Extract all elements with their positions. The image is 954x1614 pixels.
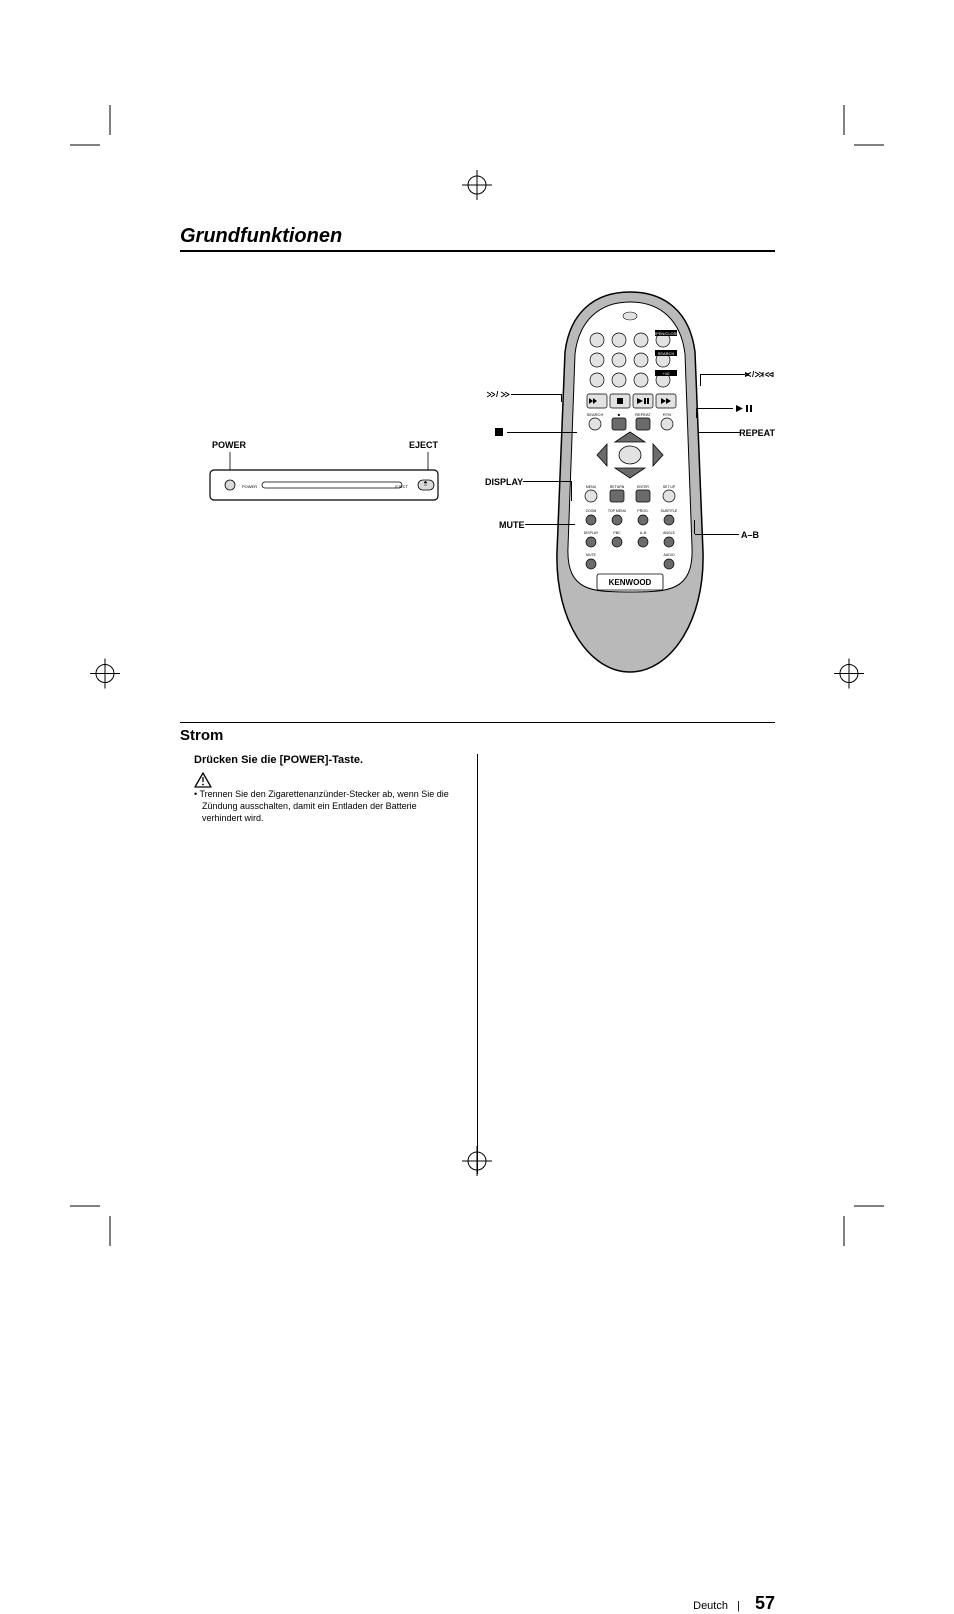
diagrams-row: POWER EJECT POWER EJECT xyxy=(180,282,775,682)
remote-tiny-rtn: RTN xyxy=(663,412,671,417)
crop-mark-bl xyxy=(70,1196,120,1246)
svg-text:/: / xyxy=(752,370,755,379)
remote-tiny-menu: MENU xyxy=(586,485,597,489)
remote-label-mute: MUTE xyxy=(499,520,525,530)
device-label-eject: EJECT xyxy=(409,440,438,450)
remote-diagram: / / REPEAT xyxy=(485,282,775,682)
remote-label-ab: A–B xyxy=(741,530,759,540)
remote-label-display: DISPLAY xyxy=(485,477,523,487)
remote-brand: KENWOOD xyxy=(609,578,652,587)
right-column xyxy=(498,754,775,1174)
device-tiny-power: POWER xyxy=(242,484,257,489)
remote-tiny-ab: A–B xyxy=(640,531,647,535)
instruction-text: Drücken Sie die [POWER]-Taste. xyxy=(194,754,457,766)
remote-tiny-zoom: ZOOM xyxy=(586,509,597,513)
remote-label-ffrew: / xyxy=(485,390,511,401)
left-column: Drücken Sie die [POWER]-Taste. • Trennen… xyxy=(180,754,457,1174)
remote-label-stop xyxy=(495,428,504,439)
crop-mark-tr xyxy=(834,105,884,155)
remote-label-repeat: REPEAT xyxy=(739,428,775,438)
remote-tiny-searchlbl: SEARCH xyxy=(587,412,604,417)
two-column-body: Drücken Sie die [POWER]-Taste. • Trennen… xyxy=(180,754,775,1174)
device-diagram: POWER EJECT POWER EJECT xyxy=(180,440,440,525)
remote-tiny-setup: SET UP xyxy=(663,485,676,489)
footer-sep: | xyxy=(737,1600,740,1612)
remote-tiny-mute: MUTE xyxy=(586,553,597,557)
remote-tiny-audio: AUDIO xyxy=(663,553,674,557)
device-label-power: POWER xyxy=(212,440,246,450)
remote-tiny-open: OPEN/CLOSE xyxy=(653,331,679,336)
footer-language: Deutch xyxy=(693,1600,728,1612)
device-svg: POWER EJECT xyxy=(180,440,440,520)
svg-text:+10: +10 xyxy=(663,371,671,376)
column-divider xyxy=(477,754,478,1174)
remote-svg: OPEN/CLOSE SEARCH +10 xyxy=(485,282,775,682)
remote-label-skip: / xyxy=(745,370,775,381)
registration-mark-right xyxy=(834,658,864,693)
remote-tiny-repeat: REPEAT xyxy=(635,412,651,417)
crop-mark-tl xyxy=(70,105,120,155)
divider xyxy=(180,722,775,723)
page-content: Grundfunktionen POWER EJECT POWER EJECT xyxy=(180,225,775,1174)
remote-tiny-search: SEARCH xyxy=(658,351,675,356)
remote-tiny-topmenu: TOP MENU xyxy=(608,509,627,513)
registration-mark-top xyxy=(462,170,492,205)
remote-tiny-display: DISPLAY xyxy=(584,531,599,535)
remote-tiny-angle: ANGLE xyxy=(663,531,676,535)
remote-label-playpause xyxy=(735,404,753,415)
svg-text:/: / xyxy=(496,390,499,399)
remote-tiny-pbc: PBC xyxy=(613,531,621,535)
device-tiny-eject: EJECT xyxy=(395,484,408,489)
remote-tiny-subtitle: SUBTITLE xyxy=(661,509,678,513)
footer-page-number: 57 xyxy=(755,1593,775,1613)
note-text: • Trennen Sie den Zigarettenanzünder-Ste… xyxy=(194,788,457,824)
remote-tiny-prog: PROG. xyxy=(637,509,648,513)
section-title: Grundfunktionen xyxy=(180,225,775,252)
subheading-strom: Strom xyxy=(180,727,775,744)
crop-mark-br xyxy=(834,1196,884,1246)
remote-tiny-return: RETURN xyxy=(610,485,625,489)
page-footer: Deutch | 57 xyxy=(693,1593,775,1614)
remote-tiny-enter: ENTER xyxy=(637,485,649,489)
warning-icon xyxy=(194,772,212,788)
registration-mark-left xyxy=(90,658,120,693)
